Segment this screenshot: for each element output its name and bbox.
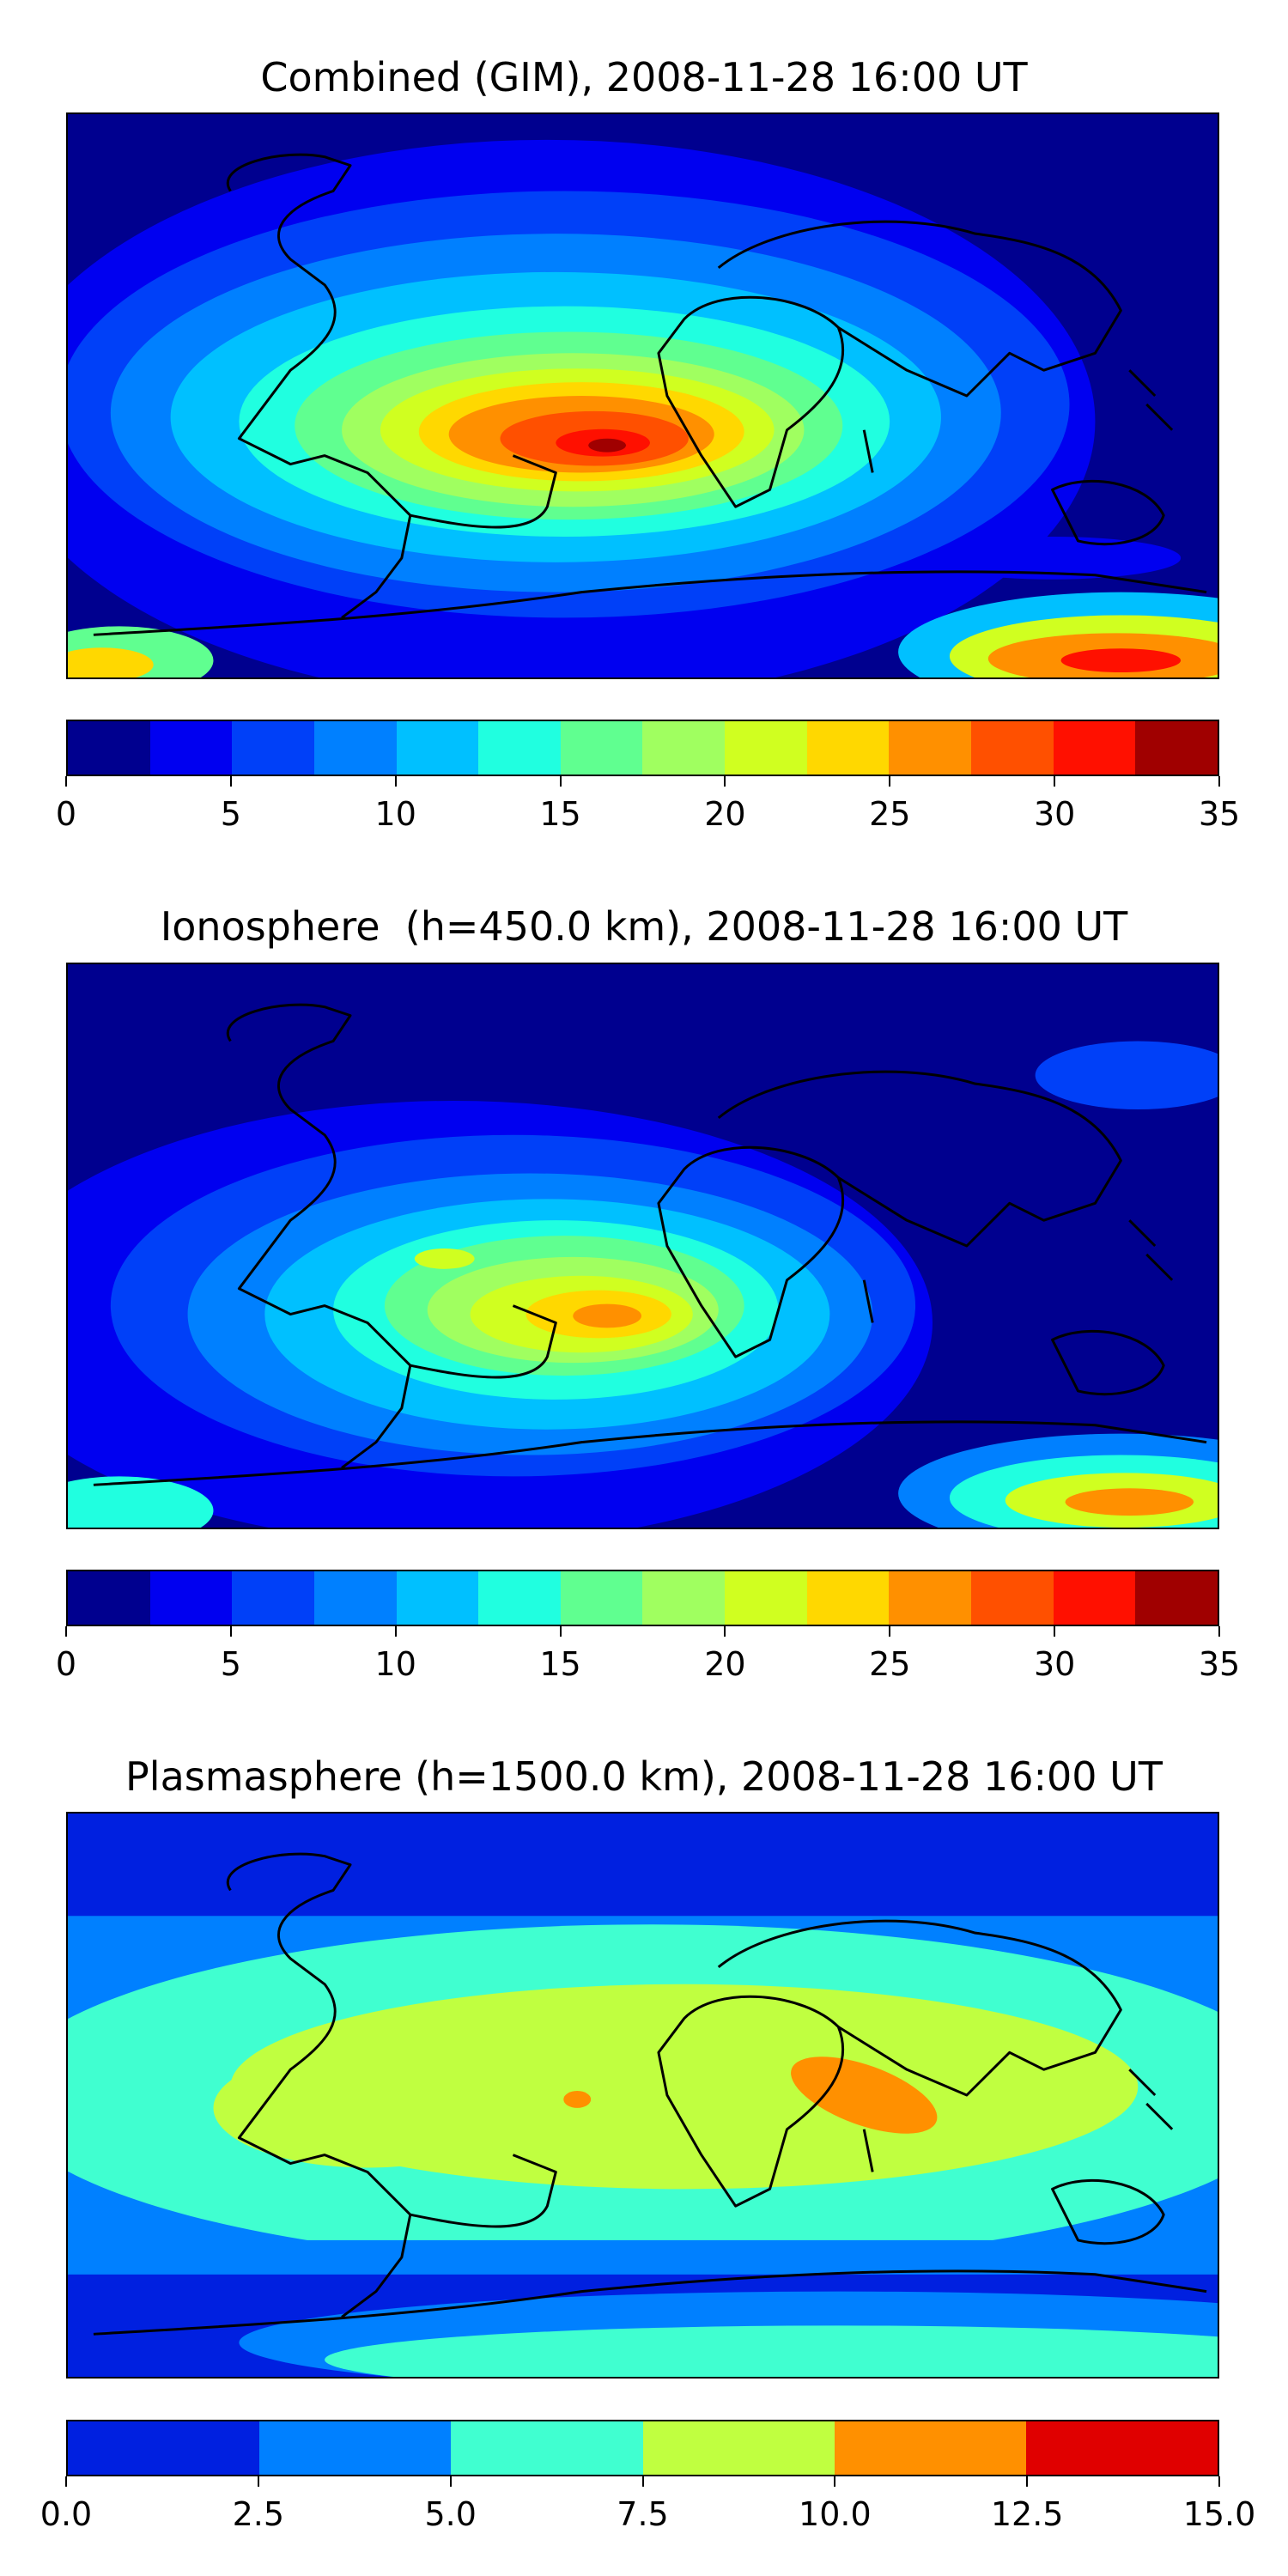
tick-mark (724, 1626, 726, 1637)
colorbar-combined (66, 720, 1219, 776)
tick-mark (889, 776, 891, 787)
colorbar-plasmasphere (66, 2420, 1219, 2476)
tick-label: 15.0 (1182, 2495, 1256, 2533)
tick-label: 0 (55, 1645, 77, 1683)
tick-mark (1218, 776, 1220, 787)
tec-contour-plasmasphere (68, 1814, 1218, 2377)
tick-label: 25 (869, 795, 911, 833)
tick-label: 20 (704, 795, 746, 833)
tick-label: 25 (869, 1645, 911, 1683)
tick-label: 15 (539, 795, 581, 833)
colorbar-segment (396, 721, 479, 775)
colorbar-segment (889, 721, 972, 775)
colorbar-segment (68, 2421, 260, 2475)
colorbar-segment (313, 721, 397, 775)
tick-mark (889, 1626, 891, 1637)
tick-mark (1218, 1626, 1220, 1637)
tick-label: 30 (1033, 1645, 1076, 1683)
tick-mark (1054, 1626, 1056, 1637)
tick-mark (257, 2476, 259, 2487)
colorbar-segment (1053, 721, 1136, 775)
colorbar-segment (1053, 1571, 1136, 1625)
colorbar-segment (560, 721, 643, 775)
colorbar-segment (1025, 2421, 1218, 2475)
tick-mark (559, 1626, 562, 1637)
colorbar-segment (642, 721, 726, 775)
tick-label: 2.5 (232, 2495, 285, 2533)
colorbar-segment (149, 721, 233, 775)
tec-contour-combined (68, 114, 1218, 677)
colorbar-segment (806, 721, 890, 775)
colorbar-segment (889, 1571, 972, 1625)
tick-mark (394, 776, 397, 787)
tick-label: 35 (1198, 795, 1241, 833)
colorbar-segment (560, 1571, 643, 1625)
colorbar-segment (313, 1571, 397, 1625)
colorbar-segment (396, 1571, 479, 1625)
tick-mark (394, 1626, 397, 1637)
colorbar-segment (725, 721, 807, 775)
tec-map-combined (66, 112, 1219, 679)
tick-label: 5.0 (424, 2495, 477, 2533)
tick-label: 35 (1198, 1645, 1241, 1683)
tick-mark (65, 1626, 67, 1637)
tick-label: 10.0 (799, 2495, 872, 2533)
colorbar-segment (68, 721, 150, 775)
colorbar-segment (971, 721, 1054, 775)
tick-label: 7.5 (617, 2495, 669, 2533)
tick-mark (449, 2476, 452, 2487)
colorbar-segment (1135, 1571, 1218, 1625)
colorbar-segment (478, 1571, 561, 1625)
colorbar-ticks-plasmasphere: 0.0 2.5 5.0 7.5 10.0 12.5 15.0 (40, 2476, 1255, 2533)
tick-mark (65, 776, 67, 787)
tick-label: 0 (55, 795, 77, 833)
tick-mark (641, 2476, 644, 2487)
tick-mark (724, 776, 726, 787)
panel-title-combined: Combined (GIM), 2008-11-28 16:00 UT (260, 54, 1028, 100)
tick-mark (1218, 2476, 1220, 2487)
tick-label: 20 (704, 1645, 746, 1683)
colorbar-segment (725, 1571, 807, 1625)
tick-mark (559, 776, 562, 787)
tick-label: 10 (374, 795, 416, 833)
colorbar-segment (971, 1571, 1054, 1625)
colorbar-segment (806, 1571, 890, 1625)
tick-label: 5 (220, 1645, 241, 1683)
colorbar-segment (1135, 721, 1218, 775)
colorbar-segment (642, 2421, 835, 2475)
tick-label: 0.0 (39, 2495, 93, 2533)
tick-label: 30 (1033, 795, 1076, 833)
panel-title-ionosphere: Ionosphere (h=450.0 km), 2008-11-28 16:0… (160, 903, 1128, 950)
colorbar-segment (259, 2421, 452, 2475)
tick-label: 15 (539, 1645, 581, 1683)
colorbar-segment (642, 1571, 726, 1625)
tick-mark (229, 776, 232, 787)
tec-map-plasmasphere (66, 1812, 1219, 2379)
colorbar-segment (834, 2421, 1026, 2475)
tick-mark (229, 1626, 232, 1637)
tick-mark (1054, 776, 1056, 787)
colorbar-ticks-combined: 0 5 10 15 20 25 30 35 (56, 776, 1240, 833)
colorbar-ticks-ionosphere: 0 5 10 15 20 25 30 35 (56, 1626, 1240, 1683)
tick-label: 12.5 (990, 2495, 1064, 2533)
colorbar-segment (232, 721, 314, 775)
tec-map-ionosphere (66, 963, 1219, 1529)
colorbar-segment (68, 1571, 150, 1625)
panel-title-plasmasphere: Plasmasphere (h=1500.0 km), 2008-11-28 1… (125, 1753, 1163, 1800)
tick-mark (65, 2476, 67, 2487)
colorbar-segment (478, 721, 561, 775)
tick-label: 5 (220, 795, 241, 833)
colorbar-segment (232, 1571, 314, 1625)
tec-contour-ionosphere (68, 964, 1218, 1528)
tick-label: 10 (374, 1645, 416, 1683)
tick-mark (1026, 2476, 1029, 2487)
colorbar-segment (149, 1571, 233, 1625)
tick-mark (834, 2476, 836, 2487)
colorbar-ionosphere (66, 1570, 1219, 1626)
colorbar-segment (451, 2421, 643, 2475)
